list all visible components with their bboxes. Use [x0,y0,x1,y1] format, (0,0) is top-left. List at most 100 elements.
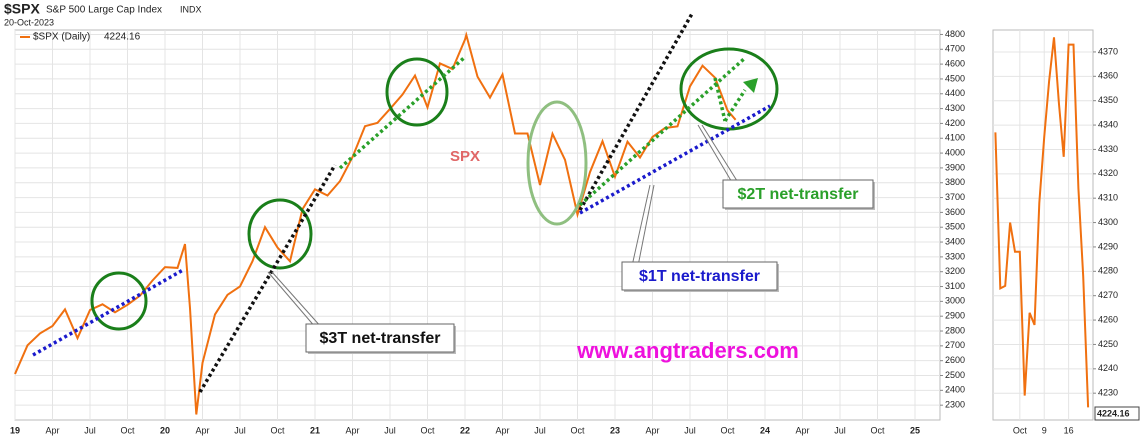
y-tick-label: 2300 [945,400,965,410]
x-tick-label: Apr [495,425,509,435]
y-tick-label: 3500 [945,222,965,232]
callout-label: $3T net-transfer [320,330,441,347]
x-tick-label: 23 [610,425,620,435]
trend-line [338,55,467,170]
callout-box [621,261,778,291]
callout-pointer [631,184,651,267]
x-tick-label: Oct [1013,425,1028,435]
x-tick-label: 19 [10,425,20,435]
y-tick-label: 2600 [945,355,965,365]
callout-box [305,323,455,353]
trend-line [32,268,184,357]
y-tick-label: 3800 [945,177,965,187]
y-tick-label: 3900 [945,162,965,172]
x-tick-label: Oct [570,425,585,435]
x-tick-label: Apr [795,425,809,435]
y-tick-label: 4370 [1098,46,1118,56]
y-tick-label: 3000 [945,296,965,306]
plot-frame [14,29,941,421]
y-tick-label: 4300 [1098,217,1118,227]
x-tick-label: Apr [645,425,659,435]
trend-line [198,164,337,393]
callout-box [722,179,874,209]
x-tick-label: Apr [345,425,359,435]
y-tick-label: 4240 [1098,363,1118,373]
y-tick-label: 4350 [1098,95,1118,105]
x-tick-label: Oct [870,425,885,435]
last-value-box [1094,406,1140,421]
y-tick-label: 2800 [945,325,965,335]
y-tick-label: 3700 [945,192,965,202]
x-tick-label: Oct [270,425,285,435]
y-tick-label: 4340 [1098,119,1118,129]
x-tick-label: 21 [310,425,320,435]
callout-label: $2T net-transfer [738,186,859,203]
trend-line [578,11,695,211]
x-tick-label: Oct [120,425,135,435]
exchange: INDX [180,4,202,14]
y-tick-label: 4300 [945,103,965,113]
x-tick-label: 24 [760,425,770,435]
y-tick-label: 3600 [945,207,965,217]
y-tick-label: 2500 [945,370,965,380]
x-tick-label: 16 [1064,425,1074,435]
y-tick-label: 4260 [1098,314,1118,324]
chart-title: $SPX [4,1,40,17]
x-tick-label: Jul [834,425,846,435]
y-tick-label: 4000 [945,147,965,157]
y-tick-label: 4800 [945,29,965,39]
highlight-ellipse [526,100,588,226]
y-tick-label: 4280 [1098,266,1118,276]
y-tick-label: 4500 [945,73,965,83]
y-tick-label: 4200 [945,118,965,128]
price-line [994,37,1090,408]
y-tick-label: 4250 [1098,339,1118,349]
trend-line [723,89,747,122]
subtitle: S&P 500 Large Cap Index [46,5,162,16]
callout-pointer [701,124,740,185]
x-tick-label: Oct [420,425,435,435]
y-tick-label: 4600 [945,58,965,68]
date: 20-Oct-2023 [4,17,54,27]
y-tick-label: 2400 [945,385,965,395]
x-tick-label: Jul [234,425,246,435]
trend-line [579,104,771,215]
x-tick-label: Apr [195,425,209,435]
highlight-circle [385,57,449,127]
y-tick-label: 3100 [945,281,965,291]
y-tick-label: 3400 [945,236,965,246]
callout-pointer [267,271,317,329]
y-tick-label: 4330 [1098,144,1118,154]
last-value-label: 4224.16 [1097,408,1130,418]
trend-line [713,77,727,122]
arrow-head [743,78,758,93]
plot-frame [992,29,1094,421]
watermark: SPX [450,148,480,165]
x-tick-label: Apr [45,425,59,435]
x-tick-label: Jul [84,425,96,435]
y-tick-label: 2900 [945,311,965,321]
y-tick-label: 4360 [1098,71,1118,81]
y-tick-label: 4400 [945,88,965,98]
x-tick-label: Oct [720,425,735,435]
trend-line [578,56,747,207]
callout-pointer [271,271,323,329]
callout-label: $1T net-transfer [639,268,760,285]
x-tick-label: Jul [534,425,546,435]
y-tick-label: 4100 [945,133,965,143]
price-line [14,31,737,415]
y-tick-label: 3200 [945,266,965,276]
highlight-circle [679,47,779,131]
y-tick-label: 4700 [945,44,965,54]
y-tick-label: 4290 [1098,241,1118,251]
x-tick-label: Jul [384,425,396,435]
x-tick-label: 22 [460,425,470,435]
legend-last-value: 4224.16 [104,32,141,43]
x-tick-label: Jul [684,425,696,435]
y-tick-label: 2700 [945,340,965,350]
x-tick-label: 9 [1042,425,1047,435]
y-tick-label: 4230 [1098,388,1118,398]
legend-label: $SPX (Daily) [33,32,90,43]
callout-pointer [697,124,734,185]
